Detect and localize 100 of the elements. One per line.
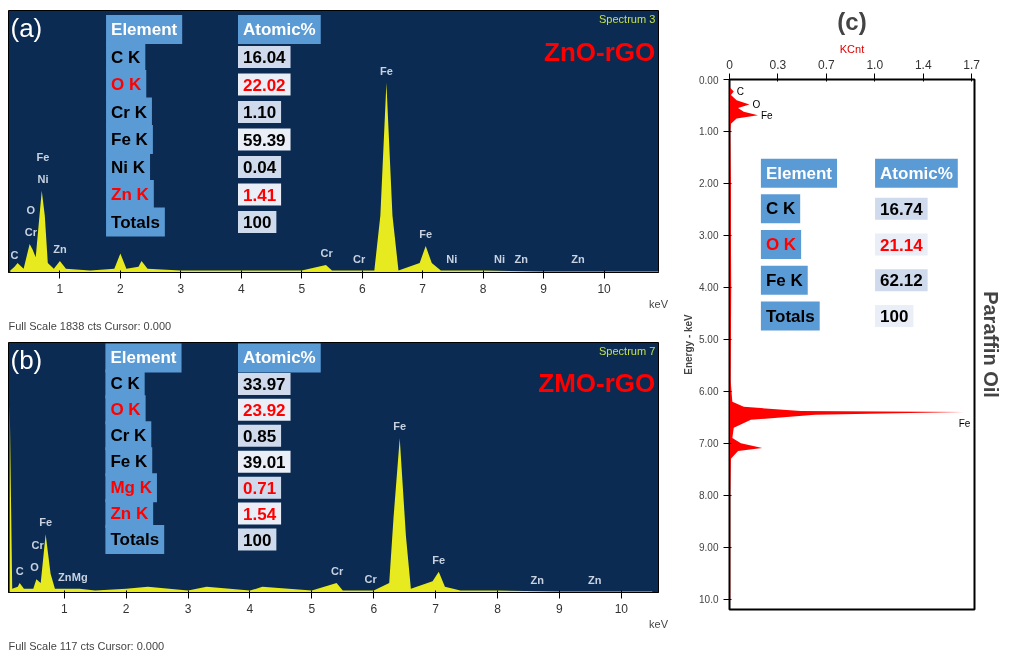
x-tick-label: 2 (122, 601, 130, 616)
x-tick-label: 4 (246, 601, 254, 616)
x-tick-label: 5 (308, 601, 316, 616)
annotation: C K (765, 199, 796, 219)
annotation: Fe (432, 553, 446, 566)
annotation: Element (765, 163, 833, 183)
annotation: Ni (37, 172, 49, 185)
annotation: O K (765, 235, 797, 255)
annotation: Zn (530, 573, 545, 586)
text: 33.97 (243, 374, 286, 394)
annotation: Fe K (111, 130, 149, 150)
annotation: 21.14 (880, 235, 924, 255)
annotation: Ni (493, 252, 505, 265)
annotation: C (10, 248, 19, 261)
x-tick-label: 8 (494, 601, 502, 616)
text: ZnO-rGO (544, 36, 656, 67)
y-tick-label: 3.00 (699, 230, 719, 242)
annotation: Cr (31, 539, 45, 552)
annotation: 100 (880, 307, 909, 327)
annotation: Fe (39, 516, 53, 529)
annotation: O (752, 98, 761, 110)
text: Full Scale 1838 cts Cursor: 0.000 (8, 319, 172, 332)
annotation: 100 (243, 213, 272, 233)
x-tick-label: 1.4 (914, 57, 932, 72)
annotation: Fe (379, 64, 393, 77)
annotation: 0.04 (243, 158, 277, 178)
text: ZMO-rGO (538, 367, 656, 398)
annotation: Mg (71, 570, 88, 583)
x-axis-title: keV (649, 617, 669, 630)
x-tick-label: 3 (184, 601, 192, 616)
annotation: Cr (331, 565, 345, 578)
x-tick-label: 9 (556, 601, 564, 616)
text: C K (110, 374, 141, 394)
y-tick-label: 10.0 (699, 594, 719, 606)
annotation: Zn (514, 252, 529, 265)
y-tick-label: 8.00 (699, 490, 719, 502)
annotation: 1.54 (243, 504, 277, 524)
annotation: Fe (419, 227, 433, 240)
annotation: Cr K (110, 426, 148, 446)
annotation: Cr (320, 246, 334, 259)
y-tick-label: 4.00 (699, 282, 719, 294)
text: Spectrum 3 (599, 13, 656, 26)
annotation: Zn (53, 243, 67, 256)
annotation: Fe (36, 150, 50, 163)
x-tick-label: 9 (540, 281, 548, 296)
x-tick-label: 10 (614, 601, 629, 616)
text: Element (111, 20, 178, 39)
annotation: 39.01 (243, 452, 286, 472)
annotation: Fe K (765, 270, 804, 290)
x-tick-label: 4 (237, 281, 245, 296)
annotation: Mg K (110, 478, 153, 498)
x-axis-title: keV (649, 297, 669, 310)
annotation: Fe K (110, 452, 148, 472)
annotation: 1.41 (243, 185, 277, 205)
annotation: Fe (393, 420, 407, 433)
text: Element (110, 348, 177, 368)
x-tick-label: 1.0 (866, 57, 884, 72)
annotation: Zn (571, 252, 586, 265)
annotation: Cr (364, 572, 378, 585)
annotation: 0.85 (243, 426, 277, 446)
annotation: Ni (446, 252, 458, 265)
annotation: Atomic% (880, 163, 953, 183)
annotation: 100 (243, 530, 272, 550)
y-tick-label: 5.00 (699, 334, 719, 346)
annotation: 59.39 (243, 130, 286, 150)
annotation: Fe (760, 109, 774, 121)
annotation: O (30, 561, 40, 574)
x-tick-label: 1 (56, 281, 64, 296)
annotation: 0.71 (243, 478, 277, 498)
y-tick-label: 9.00 (699, 542, 719, 554)
annotation: Zn (58, 570, 72, 583)
x-tick-label: 8 (479, 281, 487, 296)
annotation: Totals (110, 530, 160, 550)
y-tick-label: 1.00 (699, 126, 719, 138)
y-tick-label: 2.00 (699, 178, 719, 190)
text: Spectrum 7 (599, 345, 656, 357)
annotation: Zn (588, 573, 602, 586)
x-tick-label: 7 (419, 281, 427, 296)
text: (a) (10, 12, 43, 43)
x-tick-label: 6 (358, 281, 366, 296)
annotation: O K (110, 400, 142, 420)
x-axis-title: KCnt (839, 42, 865, 55)
annotation: 1.10 (243, 103, 277, 123)
x-tick-label: 2 (117, 281, 125, 296)
annotation: O K (111, 75, 142, 95)
text: Atomic% (243, 20, 316, 39)
annotation: Cr (24, 226, 38, 239)
x-tick-label: 10 (597, 281, 612, 296)
annotation: Ni K (111, 157, 146, 177)
x-tick-label: 0.3 (769, 57, 787, 72)
text: Full Scale 117 cts Cursor: 0.000 (8, 639, 165, 652)
annotation: Totals (765, 306, 815, 326)
text: Atomic% (243, 348, 316, 368)
y-tick-label: 7.00 (699, 438, 719, 450)
x-tick-label: 1 (60, 601, 68, 616)
annotation: 16.74 (880, 199, 924, 219)
annotation: 23.92 (243, 400, 286, 420)
text: (b) (10, 344, 43, 375)
annotation: Cr (353, 252, 367, 265)
x-tick-label: 3 (177, 281, 185, 296)
